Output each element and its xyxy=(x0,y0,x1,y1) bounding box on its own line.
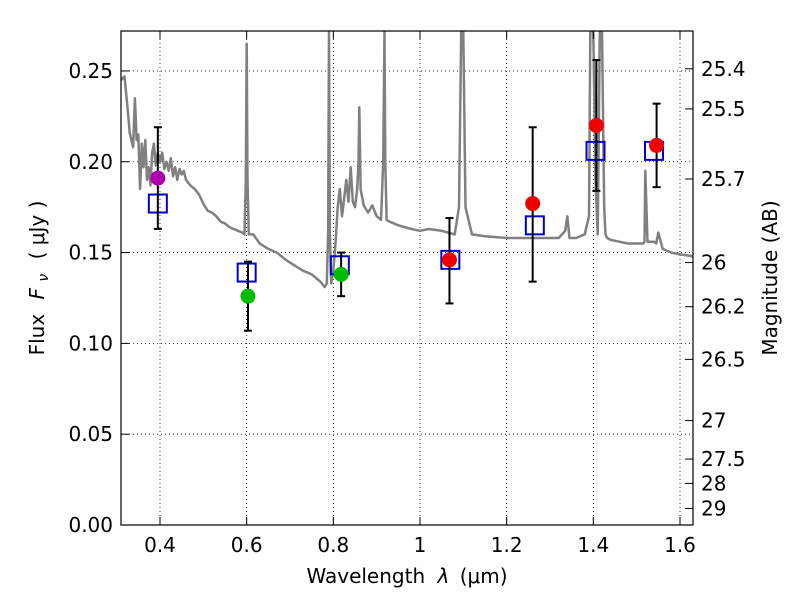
y2-tick-label: 25.7 xyxy=(701,167,746,191)
observed-point-green xyxy=(333,266,349,282)
y2-tick-label: 25.5 xyxy=(701,97,746,121)
x-tick-label: 0.6 xyxy=(231,533,263,557)
observed-point-green xyxy=(240,288,256,304)
sed-spectrum-line xyxy=(121,31,693,289)
y-tick-label: 0.05 xyxy=(68,422,113,446)
markers xyxy=(147,59,665,332)
y-tick-label: 0.15 xyxy=(68,241,113,265)
y2-tick-label: 25.4 xyxy=(701,57,746,81)
x-tick-label: 0.8 xyxy=(317,533,349,557)
y2-tick-label: 27.5 xyxy=(701,447,746,471)
x-tick-label: 1.4 xyxy=(577,533,609,557)
x-tick-label: 1 xyxy=(414,533,427,557)
x-tick-label: 0.4 xyxy=(144,533,176,557)
y2-axis-label: Magnitude (AB) xyxy=(758,200,782,355)
y-tick-label: 0.25 xyxy=(68,59,113,83)
y2-tick-label: 26.5 xyxy=(701,347,746,371)
model-square-marker xyxy=(236,262,257,283)
plot-frame xyxy=(120,30,694,526)
model-square-marker xyxy=(524,215,545,236)
observed-point-red xyxy=(588,117,604,133)
y-tick-label: 0.10 xyxy=(68,331,113,355)
x-tick-label: 1.6 xyxy=(664,533,696,557)
y2-tick-label: 29 xyxy=(701,496,726,520)
y-axis-label: Flux F ν ( μJy ) xyxy=(25,201,53,356)
x-tick-label: 1.2 xyxy=(491,533,523,557)
grid xyxy=(121,31,693,526)
ticks: 0.4 0.6 0.8 1 1.2 1.4 1.6 0.00 0.05 0.10 0.15 0.20 0… xyxy=(68,31,746,557)
y-tick-label: 0.00 xyxy=(68,513,113,537)
y2-tick-label: 27 xyxy=(701,409,726,433)
y-tick-label: 0.20 xyxy=(68,150,113,174)
observed-point-red xyxy=(649,137,665,153)
y2-tick-label: 26.2 xyxy=(701,295,746,319)
observed-point-red xyxy=(525,196,541,212)
observed-point-red xyxy=(441,252,457,268)
y2-tick-label: 26 xyxy=(701,251,726,275)
y2-tick-label: 28 xyxy=(701,471,726,495)
x-axis-label: Wavelength λ (μm) xyxy=(306,564,507,588)
observed-point-purple xyxy=(150,170,166,186)
